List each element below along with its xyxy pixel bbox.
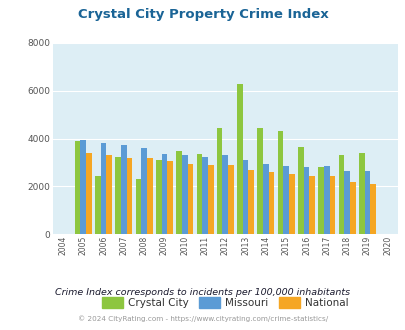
Bar [343,171,349,234]
Bar [268,172,274,234]
Bar [309,176,314,234]
Text: Crime Index corresponds to incidents per 100,000 inhabitants: Crime Index corresponds to incidents per… [55,287,350,297]
Bar [283,166,288,234]
Bar [147,158,152,234]
Bar [318,167,323,234]
Bar [364,171,369,234]
Bar [75,141,80,234]
Bar [323,166,329,234]
Bar [277,131,283,234]
Bar [115,156,121,234]
Bar [95,176,100,234]
Bar [242,160,248,234]
Bar [86,153,92,234]
Bar [216,128,222,234]
Bar [176,150,181,234]
Bar [288,175,294,234]
Bar [126,158,132,234]
Bar [202,156,207,234]
Bar [297,147,303,234]
Bar [222,155,228,234]
Bar [248,170,254,234]
Bar [181,155,187,234]
Bar [262,164,268,234]
Bar [187,164,193,234]
Bar [358,153,364,234]
Bar [369,184,375,234]
Bar [257,128,262,234]
Bar [141,148,147,234]
Bar [167,161,173,234]
Bar [80,140,86,234]
Bar [329,176,335,234]
Bar [303,167,309,234]
Bar [106,155,112,234]
Bar [196,154,202,234]
Legend: Crystal City, Missouri, National: Crystal City, Missouri, National [98,293,352,312]
Bar [338,155,343,234]
Bar [121,145,126,234]
Bar [156,160,161,234]
Bar [135,179,141,234]
Bar [161,154,167,234]
Bar [237,83,242,234]
Text: © 2024 CityRating.com - https://www.cityrating.com/crime-statistics/: © 2024 CityRating.com - https://www.city… [78,316,327,322]
Bar [207,165,213,234]
Bar [228,165,233,234]
Bar [100,144,106,234]
Bar [349,182,355,234]
Text: Crystal City Property Crime Index: Crystal City Property Crime Index [77,8,328,21]
